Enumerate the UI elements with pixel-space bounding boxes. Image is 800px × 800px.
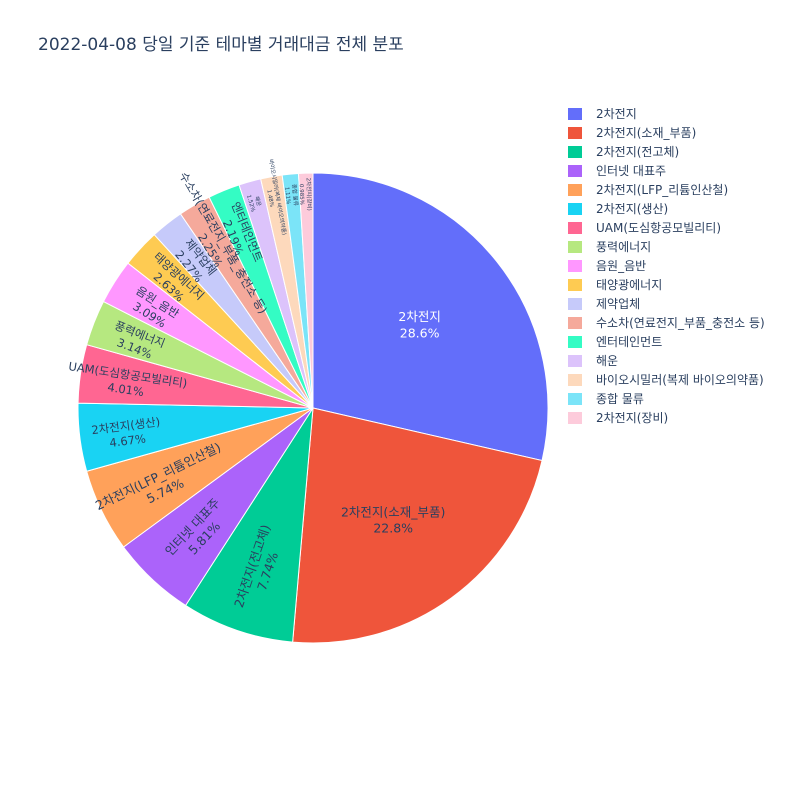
legend-swatch xyxy=(568,316,582,329)
legend-label: 2차전지 xyxy=(596,107,637,121)
legend-label: 인터넷 대표주 xyxy=(596,164,667,178)
legend-label: 2차전지(장비) xyxy=(596,411,669,425)
legend-swatch xyxy=(568,259,582,272)
legend-label: 2차전지(LFP_리튬인산철) xyxy=(596,183,729,197)
legend-swatch xyxy=(568,373,582,386)
legend-item-16[interactable]: 2차전지(장비) xyxy=(568,408,765,427)
legend-item-7[interactable]: 풍력에너지 xyxy=(568,237,765,256)
legend-item-10[interactable]: 제약업체 xyxy=(568,294,765,313)
slice-percent-label-16: 0.985% xyxy=(298,184,305,205)
legend-label: 풍력에너지 xyxy=(596,240,652,254)
slice-name-label-16: 2차전지(장비) xyxy=(305,178,314,211)
slice-name-label-1: 2차전지(소재_부품) xyxy=(341,504,445,519)
slice-percent-label-14: 1.48% xyxy=(265,189,274,207)
slice-percent-label-6: 4.01% xyxy=(107,380,145,399)
slice-label-15: 종합 물류1.11% xyxy=(283,184,300,207)
legend-swatch xyxy=(568,392,582,405)
legend-swatch xyxy=(568,202,582,215)
legend-label: UAM(도심항공모빌리티) xyxy=(596,221,722,235)
slice-label-16: 2차전지(장비)0.985% xyxy=(298,178,314,211)
slice-label-1: 2차전지(소재_부품) 22.8% xyxy=(341,504,445,535)
slice-percent-label-15: 1.11% xyxy=(283,187,291,205)
legend-item-15[interactable]: 종합 물류 xyxy=(568,389,765,408)
slice-2[interactable] xyxy=(184,407,314,643)
legend-swatch xyxy=(568,183,582,196)
legend-item-6[interactable]: UAM(도심항공모빌리티) xyxy=(568,218,765,237)
legend-swatch xyxy=(568,411,582,424)
legend-label: 음원_음반 xyxy=(596,259,647,273)
legend-item-5[interactable]: 2차전지(생산) xyxy=(568,199,765,218)
legend-label: 태양광에너지 xyxy=(596,278,663,292)
legend-item-13[interactable]: 해운 xyxy=(568,351,765,370)
legend-label: 바이오시밀러(복제 바이오의약품) xyxy=(596,373,764,387)
legend-label: 2차전지(전고체) xyxy=(596,145,680,159)
legend-swatch xyxy=(568,297,582,310)
legend-swatch xyxy=(568,240,582,253)
legend-item-12[interactable]: 엔터테인먼트 xyxy=(568,332,765,351)
slice-label-13: 해운1.52% xyxy=(245,194,263,212)
legend-swatch xyxy=(568,278,582,291)
legend-label: 2차전지(생산) xyxy=(596,202,669,216)
legend-label: 제약업체 xyxy=(596,297,641,311)
legend-item-3[interactable]: 인터넷 대표주 xyxy=(568,161,765,180)
legend-label: 2차전지(소재_부품) xyxy=(596,126,697,140)
slice-percent-label-5: 4.67% xyxy=(109,431,147,449)
legend-label: 엔터테인먼트 xyxy=(596,335,663,349)
slice-percent-label-1: 22.8% xyxy=(373,521,413,536)
slice-name-label-13: 해운 xyxy=(253,195,263,207)
legend-swatch xyxy=(568,221,582,234)
legend-item-8[interactable]: 음원_음반 xyxy=(568,256,765,275)
slice-label-5: 2차전지(생산)4.67% xyxy=(91,415,161,450)
legend-swatch xyxy=(568,126,582,139)
legend-label: 해운 xyxy=(596,354,619,368)
slice-percent-label-13: 1.52% xyxy=(245,194,255,212)
legend-item-9[interactable]: 태양광에너지 xyxy=(568,275,765,294)
legend-label: 종합 물류 xyxy=(596,392,644,406)
legend-label: 수소차(연료전지_부품_충전소 등) xyxy=(596,316,765,330)
pie-slices xyxy=(77,172,549,644)
legend-item-1[interactable]: 2차전지(소재_부품) xyxy=(568,123,765,142)
legend-item-4[interactable]: 2차전지(LFP_리튬인산철) xyxy=(568,180,765,199)
legend-swatch xyxy=(568,145,582,158)
chart-title: 2022-04-08 당일 기준 테마별 거래대금 전체 분포 xyxy=(38,35,404,55)
slice-1[interactable] xyxy=(292,407,543,644)
slice-name-label-15: 종합 물류 xyxy=(290,184,300,207)
legend-item-11[interactable]: 수소차(연료전지_부품_충전소 등) xyxy=(568,313,765,332)
legend-swatch xyxy=(568,335,582,348)
legend-item-14[interactable]: 바이오시밀러(복제 바이오의약품) xyxy=(568,370,765,389)
legend-item-0[interactable]: 2차전지 xyxy=(568,104,765,123)
slice-name-label-0: 2차전지 xyxy=(398,309,440,324)
slice-0[interactable] xyxy=(312,172,549,462)
legend-swatch xyxy=(568,354,582,367)
legend-item-2[interactable]: 2차전지(전고체) xyxy=(568,142,765,161)
legend[interactable]: 2차전지 2차전지(소재_부품) 2차전지(전고체) 인터넷 대표주 2차전지(LFP_… xyxy=(568,104,765,427)
slice-percent-label-0: 28.6% xyxy=(400,325,440,340)
legend-swatch xyxy=(568,107,582,120)
slice-16[interactable] xyxy=(297,172,314,409)
legend-swatch xyxy=(568,164,582,177)
